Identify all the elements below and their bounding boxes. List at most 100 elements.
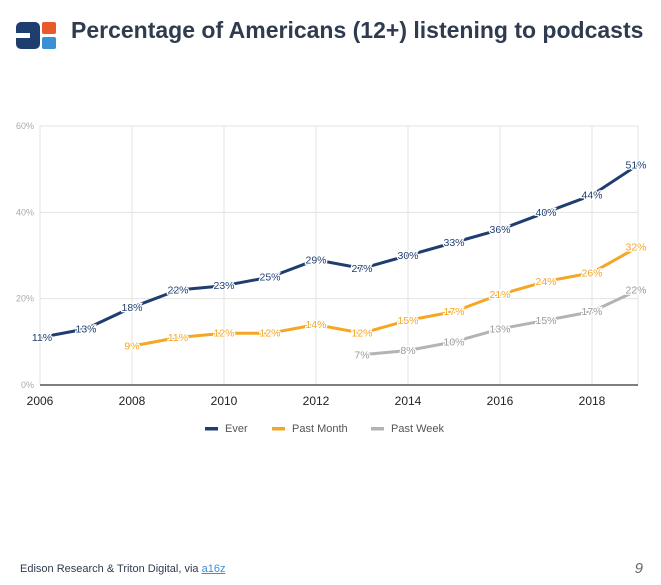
legend-swatch [371,427,384,431]
data-label: 14% [305,319,326,331]
data-point [314,323,318,327]
series-layer: 11% 13% 18% 22% 23% 25% 29% 27% 30% 33% 36% 40% 44% 5… [31,158,648,362]
data-point [636,288,640,292]
page-number: 9 [634,560,643,577]
data-label: 23% [213,280,234,292]
y-tick-label: 40% [16,207,34,217]
legend-label: Past Week [391,423,444,435]
data-point [544,279,548,283]
page-title: Percentage of Americans (12+) listening … [71,17,644,43]
data-label: 44% [581,190,602,202]
data-label: 15% [535,315,556,327]
series-past-month: 9% 11% 12% 12% 14% 12% 15% 17% 21% 24% 26% 32% [123,240,648,354]
data-label: 9% [124,341,139,353]
x-tick-label: 2012 [303,394,330,408]
legend-item: Past Month [272,423,348,435]
data-label: 40% [535,207,556,219]
series-line [39,163,639,339]
data-point [498,327,502,331]
data-point [360,353,364,357]
legend-item: Ever [205,423,248,435]
data-point [406,348,410,352]
y-axis: 0% 20% 40% 60% [16,121,34,390]
data-point [544,210,548,214]
data-label: 12% [213,328,234,340]
series-ever: 11% 13% 18% 22% 23% 25% 29% 27% 30% 33% 36% 40% 44% 5… [31,158,648,345]
data-label: 13% [75,323,96,335]
data-point [268,331,272,335]
legend-item: Past Week [371,423,444,435]
data-label: 18% [121,302,142,314]
data-point [406,254,410,257]
y-tick-label: 60% [16,121,34,131]
data-label: 15% [397,315,418,327]
data-point [636,163,640,167]
legend-label: Ever [225,423,248,435]
data-point [360,266,364,270]
data-point [84,327,88,331]
data-label: 30% [397,250,418,262]
x-tick-label: 2006 [27,394,54,408]
data-point [130,344,134,348]
data-point [590,310,594,314]
data-point [268,275,272,279]
data-label: 36% [489,224,510,236]
data-point [590,193,594,197]
x-tick-label: 2018 [579,394,606,408]
data-point [176,336,180,340]
data-label: 10% [443,336,464,348]
data-label: 25% [259,272,280,284]
data-label: 26% [581,267,602,279]
data-point [38,336,42,340]
x-tick-label: 2016 [487,394,514,408]
data-label: 17% [443,306,464,318]
data-label: 11% [32,332,52,344]
data-label: 8% [400,345,415,357]
data-label: 11% [168,332,188,344]
data-label: 33% [443,237,464,249]
data-point [452,310,456,314]
data-label: 51% [625,159,646,171]
legend-swatch [205,427,218,431]
x-tick-label: 2008 [119,394,146,408]
source-link[interactable]: a16z [201,563,226,575]
legend: Ever Past Month Past Week [205,423,444,435]
source-citation: Edison Research & Triton Digital, via a1… [20,563,225,575]
data-point [130,305,134,309]
data-label: 27% [351,263,372,275]
data-point [636,245,640,249]
data-label: 12% [351,328,372,340]
data-point [222,284,226,288]
data-label: 22% [625,285,646,297]
data-point [590,271,594,275]
y-tick-label: 20% [16,294,34,304]
data-point [544,318,548,322]
data-label: 7% [354,349,369,361]
data-point [176,288,180,292]
data-label: 29% [305,254,326,266]
legend-swatch [272,427,285,431]
data-point [314,258,318,262]
x-axis: 2006 2008 2010 2012 2014 2016 2018 [27,384,638,408]
data-label: 22% [167,285,188,297]
data-point [360,331,364,335]
data-label: 17% [581,306,602,318]
x-tick-label: 2014 [395,394,422,408]
series-past-week: 7% 8% 10% 13% 15% 17% 22% [353,283,648,362]
legend-label: Past Month [292,423,348,435]
x-tick-label: 2010 [211,394,238,408]
data-label: 24% [535,276,556,288]
source-text: Edison Research & Triton Digital, via [20,563,199,575]
company-logo-icon [16,22,56,49]
y-tick-label: 0% [21,380,34,390]
data-point [498,228,502,232]
data-label: 21% [489,289,510,301]
chart-grid [39,125,639,385]
data-label: 13% [489,323,510,335]
data-point [498,292,502,296]
data-label: 12% [259,328,280,340]
series-line [131,245,639,348]
data-point [452,340,456,344]
data-point [406,318,410,322]
